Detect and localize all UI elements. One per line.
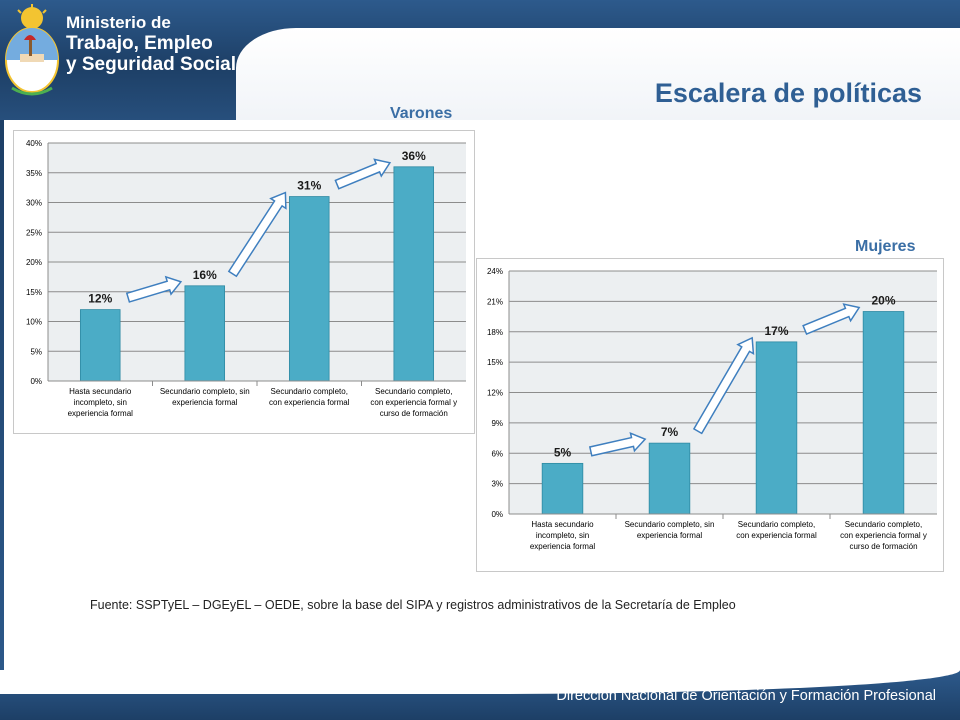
bar	[541, 462, 584, 515]
y-tick-label: 12%	[487, 389, 503, 398]
data-label: 7%	[661, 425, 679, 439]
category-label: Secundario completo, con experiencia form…	[840, 520, 927, 551]
header-white-panel	[236, 28, 960, 120]
ministry-line-1: Ministerio de	[66, 13, 171, 32]
data-label: 5%	[554, 445, 572, 459]
y-tick-label: 0%	[491, 510, 503, 519]
y-tick-label: 10%	[26, 318, 42, 327]
y-tick-label: 35%	[26, 169, 42, 178]
y-tick-label: 15%	[487, 358, 503, 367]
bar	[184, 285, 226, 382]
step-arrow-icon	[334, 158, 392, 190]
y-tick-label: 24%	[487, 267, 503, 276]
step-arrow-icon	[692, 336, 755, 435]
y-tick-label: 18%	[487, 328, 503, 337]
bar	[288, 196, 330, 382]
bar	[79, 309, 121, 382]
y-tick-label: 5%	[30, 347, 42, 356]
data-label: 17%	[764, 324, 788, 338]
y-tick-label: 15%	[26, 288, 42, 297]
ministry-line-3: y Seguridad Social	[66, 54, 236, 75]
step-arrow-icon	[227, 191, 287, 278]
y-tick-label: 9%	[491, 419, 503, 428]
category-label: Secundario completo, con experiencia form…	[736, 520, 817, 540]
data-label: 36%	[402, 149, 426, 163]
data-label: 16%	[193, 268, 217, 282]
category-label: Secundario completo, con experiencia form…	[269, 387, 350, 407]
y-tick-label: 20%	[26, 258, 42, 267]
slide-title: Escalera de políticas	[654, 78, 922, 108]
y-tick-label: 6%	[491, 449, 503, 458]
ministry-name: Ministerio de Trabajo, Empleo y Segurida…	[66, 12, 236, 75]
women-chart: 0% 3% 6% 9% 12% 15% 18% 21% 24% 5% Hasta secundari…	[476, 258, 944, 572]
footer-bar: Dirección Nacional de Orientación y Form…	[0, 670, 960, 720]
women-chart-label: Mujeres	[855, 238, 916, 255]
header-bar: Ministerio de Trabajo, Empleo y Segurida…	[0, 0, 960, 120]
step-arrow-icon	[588, 431, 647, 457]
category-label: Secundario completo, sin experiencia form…	[625, 520, 715, 540]
y-tick-label: 0%	[30, 377, 42, 386]
category-label: Hasta secundario incompleto, sin experienc…	[530, 520, 596, 551]
data-label: 20%	[871, 294, 895, 308]
footer-text: Dirección Nacional de Orientación y Form…	[556, 688, 936, 704]
bar	[755, 341, 798, 515]
y-tick-label: 30%	[26, 199, 42, 208]
men-chart-label: Varones	[390, 105, 453, 122]
argentina-coat-of-arms-icon	[5, 4, 59, 96]
women-chart-svg: 0% 3% 6% 9% 12% 15% 18% 21% 24% 5% Hasta secundari…	[487, 267, 937, 551]
category-label: Secundario completo, sin experiencia form…	[160, 387, 250, 407]
left-accent-bar	[0, 120, 4, 720]
y-tick-label: 3%	[491, 480, 503, 489]
data-label: 31%	[297, 179, 321, 193]
ministry-line-2: Trabajo, Empleo	[66, 33, 213, 54]
men-chart-svg: 0% 5% 10% 15% 20% 25% 30% 35% 40% 12% Hasta secund…	[26, 139, 466, 418]
source-note: Fuente: SSPTyEL – DGEyEL – OEDE, sobre l…	[90, 598, 736, 612]
bar	[648, 442, 691, 515]
y-tick-label: 21%	[487, 297, 503, 306]
category-label: Secundario completo, con experiencia form…	[370, 387, 457, 418]
y-tick-label: 25%	[26, 228, 42, 237]
y-tick-label: 40%	[26, 139, 42, 148]
bar	[862, 311, 905, 515]
men-chart: 0% 5% 10% 15% 20% 25% 30% 35% 40% 12% Hasta secund…	[13, 130, 475, 434]
step-arrow-icon	[125, 275, 183, 303]
data-label: 12%	[88, 292, 112, 306]
step-arrow-icon	[802, 303, 861, 336]
category-label: Hasta secundario incompleto, sin experienc…	[68, 387, 134, 418]
bar	[393, 166, 435, 382]
